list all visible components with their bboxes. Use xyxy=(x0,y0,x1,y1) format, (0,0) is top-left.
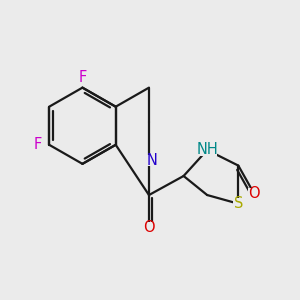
FancyBboxPatch shape xyxy=(77,72,88,83)
Text: N: N xyxy=(146,153,157,168)
FancyBboxPatch shape xyxy=(33,139,44,150)
Text: O: O xyxy=(143,220,155,236)
FancyBboxPatch shape xyxy=(198,145,217,155)
FancyBboxPatch shape xyxy=(143,222,155,233)
FancyBboxPatch shape xyxy=(233,198,244,209)
Text: O: O xyxy=(248,186,260,201)
Text: F: F xyxy=(34,137,42,152)
FancyBboxPatch shape xyxy=(146,155,157,166)
Text: S: S xyxy=(234,196,243,211)
Text: NH: NH xyxy=(196,142,218,158)
Text: F: F xyxy=(78,70,87,85)
FancyBboxPatch shape xyxy=(248,188,260,199)
